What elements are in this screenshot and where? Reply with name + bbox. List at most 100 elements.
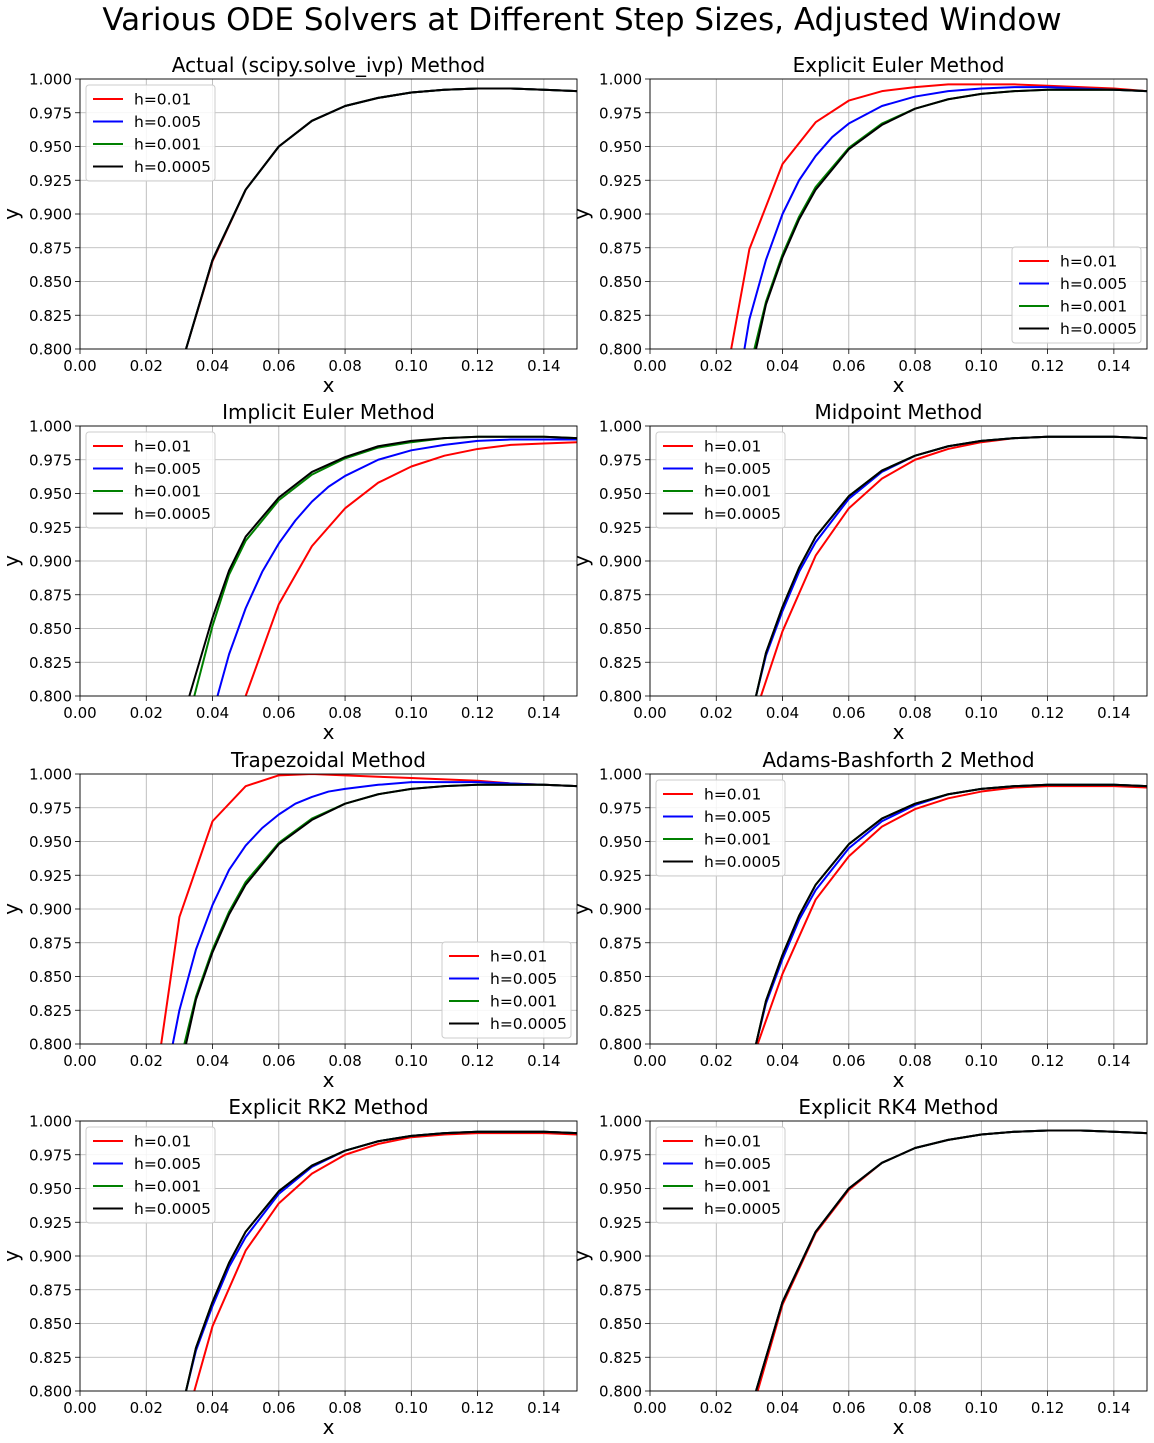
x-tick-label: 0.12 <box>1031 357 1064 375</box>
x-tick-label: 0.06 <box>832 1052 865 1070</box>
x-tick-label: 0.10 <box>965 1399 998 1417</box>
x-tick-label: 0.10 <box>965 704 998 722</box>
x-tick-label: 0.02 <box>700 357 733 375</box>
y-tick-label: 0.925 <box>29 1214 72 1232</box>
x-axis-label: x <box>893 720 905 744</box>
y-tick-label: 0.925 <box>599 519 642 537</box>
y-tick-label: 0.800 <box>599 688 642 706</box>
x-tick-label: 0.08 <box>328 1052 361 1070</box>
x-tick-label: 0.02 <box>130 1399 163 1417</box>
y-axis-label: y <box>569 555 593 567</box>
y-tick-label: 0.850 <box>29 273 72 291</box>
y-tick-label: 0.875 <box>599 239 642 257</box>
subplot-title: Adams-Bashforth 2 Method <box>762 748 1034 772</box>
axes-frame <box>649 425 1148 697</box>
legend: h=0.01 h=0.005 h=0.001 h=0.0005 <box>1011 246 1142 344</box>
series-line-h=0.01 <box>760 435 1147 696</box>
x-tick-label: 0.04 <box>196 704 229 722</box>
y-tick-label: 0.900 <box>599 1248 642 1266</box>
subplot-title: Actual (scipy.solve_ivp) Method <box>172 53 485 77</box>
y-axis-label: y <box>569 1250 593 1262</box>
subplot-title: Trapezoidal Method <box>230 748 426 772</box>
x-tick-label: 0.04 <box>766 1399 799 1417</box>
legend-label: h=0.005 <box>134 113 201 131</box>
legend-label: h=0.001 <box>490 993 557 1011</box>
y-tick-label: 0.850 <box>599 968 642 986</box>
x-tick-label: 0.08 <box>898 1052 931 1070</box>
legend-label: h=0.0005 <box>134 505 211 523</box>
legend: h=0.01 h=0.005 h=0.001 h=0.0005 <box>655 431 786 529</box>
y-tick-label: 0.950 <box>599 833 642 851</box>
legend-label: h=0.0005 <box>704 853 781 871</box>
series-line-h=0.005 <box>755 783 1147 1044</box>
legend-label: h=0.0005 <box>704 1200 781 1218</box>
y-tick-label: 0.900 <box>29 553 72 571</box>
y-tick-label: 0.875 <box>29 586 72 604</box>
subplot-6: 0.00 0.02 0.04 0.06 0.08 0.10 0.12 0.14 0.800 0.8… <box>569 748 1148 1092</box>
subplot-1: 0.00 0.02 0.04 0.06 0.08 0.10 0.12 0.14 0.800 0.8… <box>0 53 578 397</box>
y-tick-label: 0.950 <box>29 833 72 851</box>
legend-label: h=0.01 <box>704 786 761 804</box>
series-line-h=0.005 <box>216 438 577 696</box>
x-tick-label: 0.10 <box>395 357 428 375</box>
x-tick-label: 0.00 <box>63 357 96 375</box>
legend-label: h=0.001 <box>704 483 771 501</box>
x-tick-label: 0.06 <box>262 357 295 375</box>
x-tick-label: 0.06 <box>262 1052 295 1070</box>
legend: h=0.01 h=0.005 h=0.001 h=0.0005 <box>85 84 216 182</box>
legend-box <box>85 84 216 182</box>
y-tick-label: 0.925 <box>599 172 642 190</box>
series-line-h=0.01 <box>185 87 577 349</box>
y-tick-label: 0.950 <box>599 485 642 503</box>
x-tick-label: 0.08 <box>328 704 361 722</box>
x-tick-label: 0.08 <box>328 1399 361 1417</box>
x-tick-label: 0.08 <box>898 704 931 722</box>
x-tick-label: 0.06 <box>832 704 865 722</box>
legend-label: h=0.001 <box>704 1178 771 1196</box>
x-axis-label: x <box>323 1415 335 1439</box>
x-tick-label: 0.14 <box>1097 1399 1130 1417</box>
legend-label: h=0.01 <box>704 1133 761 1151</box>
legend-label: h=0.005 <box>134 460 201 478</box>
legend-label: h=0.001 <box>134 136 201 154</box>
subplot-7: 0.00 0.02 0.04 0.06 0.08 0.10 0.12 0.14 0.800 0.8… <box>0 1095 578 1439</box>
x-tick-label: 0.02 <box>700 704 733 722</box>
legend-label: h=0.001 <box>134 483 201 501</box>
x-tick-label: 0.14 <box>527 704 560 722</box>
series-line-h=0.0005 <box>755 1129 1147 1391</box>
y-tick-label: 0.825 <box>29 1002 72 1020</box>
y-tick-label: 0.925 <box>29 519 72 537</box>
x-tick-label: 0.00 <box>633 704 666 722</box>
legend-box <box>441 941 572 1039</box>
subplot-2: 0.00 0.02 0.04 0.06 0.08 0.10 0.12 0.14 0.800 0.8… <box>569 53 1148 397</box>
series-line-h=0.0005 <box>755 783 1147 1044</box>
x-tick-label: 0.04 <box>766 704 799 722</box>
subplot-title: Explicit RK2 Method <box>228 1095 428 1119</box>
x-tick-label: 0.14 <box>527 1052 560 1070</box>
y-tick-label: 1.000 <box>29 71 72 89</box>
y-tick-label: 0.950 <box>29 1180 72 1198</box>
series-line-h=0.01 <box>730 83 1147 349</box>
x-tick-label: 0.04 <box>766 357 799 375</box>
x-tick-label: 0.04 <box>766 1052 799 1070</box>
figure-suptitle: Various ODE Solvers at Different Step Si… <box>102 2 1062 38</box>
y-tick-label: 1.000 <box>29 418 72 436</box>
y-tick-label: 0.950 <box>599 1180 642 1198</box>
x-tick-label: 0.00 <box>633 357 666 375</box>
axes-frame <box>649 78 1148 350</box>
y-tick-label: 0.875 <box>29 934 72 952</box>
x-tick-label: 0.02 <box>130 357 163 375</box>
y-tick-label: 0.875 <box>599 1281 642 1299</box>
y-tick-label: 0.975 <box>29 799 72 817</box>
y-tick-label: 0.850 <box>599 1315 642 1333</box>
y-axis-label: y <box>569 208 593 220</box>
series-line-h=0.001 <box>755 783 1147 1044</box>
y-tick-label: 0.825 <box>599 1349 642 1367</box>
x-tick-label: 0.02 <box>130 704 163 722</box>
y-tick-label: 0.800 <box>29 1036 72 1054</box>
x-tick-label: 0.10 <box>395 704 428 722</box>
legend-label: h=0.01 <box>134 91 191 109</box>
series-line-h=0.01 <box>756 785 1147 1044</box>
y-tick-label: 0.825 <box>29 1349 72 1367</box>
